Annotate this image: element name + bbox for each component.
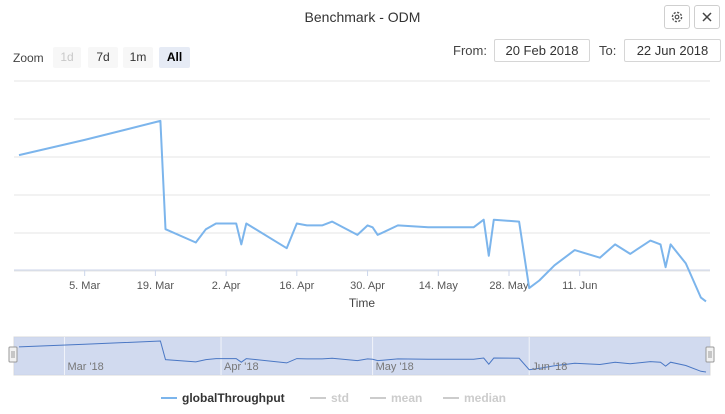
x-tick-label: 30. Apr <box>350 280 385 292</box>
legend-item-mean[interactable]: mean <box>370 391 422 405</box>
navigator-series-line <box>18 340 707 373</box>
navigator-handle-right[interactable] <box>705 346 715 363</box>
x-axis-title: Time <box>349 296 376 310</box>
x-tick-label: 16. Apr <box>279 280 314 292</box>
navigator-selection[interactable] <box>14 337 710 375</box>
x-tick-label: 14. May <box>419 280 459 292</box>
from-date-input[interactable]: 20 Feb 2018 <box>494 39 590 62</box>
chart-area: 5. Mar 19. Mar 2. Apr 16. Apr 30. Apr 14. May… <box>8 80 715 376</box>
navigator-handle-left[interactable] <box>8 346 18 363</box>
legend-swatch <box>370 397 386 399</box>
legend: globalThroughput std mean median <box>0 391 725 407</box>
x-tick-label: 5. Mar <box>69 280 101 292</box>
settings-button[interactable] <box>664 5 690 29</box>
legend-item-std[interactable]: std <box>310 391 349 405</box>
legend-label: median <box>464 391 507 405</box>
chart-title: Benchmark - ODM <box>304 9 421 25</box>
x-tick-label: 11. Jun <box>562 280 597 292</box>
navigator-grid <box>63 337 530 375</box>
from-label: From: <box>453 43 487 58</box>
navigator-axis: Mar '18 Apr '18 May '18 Jun '18 <box>67 361 567 373</box>
zoom-label: Zoom <box>13 51 44 65</box>
gear-icon <box>671 11 683 23</box>
close-icon <box>702 12 712 22</box>
to-label: To: <box>599 43 617 58</box>
navigator-tick-label: Jun '18 <box>532 361 567 373</box>
legend-label: globalThroughput <box>182 391 285 405</box>
legend-label: std <box>331 391 349 405</box>
grid-lines <box>14 80 710 272</box>
legend-item-median[interactable]: median <box>443 391 506 405</box>
navigator-tick-label: May '18 <box>376 361 414 373</box>
legend-item-globalThroughput[interactable]: globalThroughput <box>161 391 285 405</box>
zoom-all-button[interactable]: All <box>159 47 190 68</box>
zoom-1m-button[interactable]: 1m <box>123 47 153 68</box>
navigator-tick-label: Mar '18 <box>67 361 103 373</box>
x-tick-label: 19. Mar <box>137 280 175 292</box>
navigator-tick-label: Apr '18 <box>224 361 259 373</box>
x-tick-label: 28. May <box>489 280 529 292</box>
navigator[interactable]: Mar '18 Apr '18 May '18 Jun '18 <box>8 336 715 376</box>
series-line-globalThroughput[interactable] <box>18 119 707 303</box>
x-axis: 5. Mar 19. Mar 2. Apr 16. Apr 30. Apr 14. May… <box>69 270 597 292</box>
legend-label: mean <box>391 391 423 405</box>
zoom-7d-button[interactable]: 7d <box>88 47 118 68</box>
zoom-1d-button[interactable]: 1d <box>53 47 81 68</box>
x-tick-label: 2. Apr <box>212 280 241 292</box>
to-date-input[interactable]: 22 Jun 2018 <box>624 39 721 62</box>
legend-swatch <box>443 397 459 399</box>
close-button[interactable] <box>694 5 720 29</box>
legend-swatch <box>310 397 326 399</box>
legend-swatch <box>161 397 177 399</box>
